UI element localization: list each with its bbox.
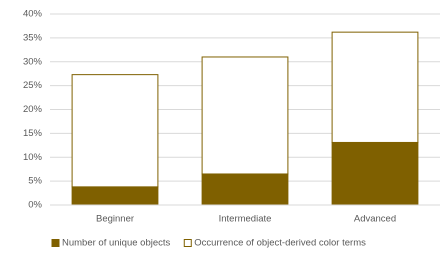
bar <box>71 186 159 206</box>
bar <box>331 141 419 206</box>
y-tick-label: 40% <box>23 9 43 20</box>
x-tick-label: Beginner <box>96 214 134 225</box>
y-tick-label: 0% <box>28 200 42 211</box>
y-tick-label: 30% <box>23 56 43 67</box>
bar <box>201 56 289 175</box>
legend-swatch <box>51 239 60 247</box>
y-tick-label: 5% <box>28 176 42 187</box>
legend-label: Occurrence of object-derived color terms <box>194 238 366 249</box>
legend-swatch <box>183 239 192 247</box>
x-tick-label: Advanced <box>354 214 396 225</box>
bar <box>331 31 419 143</box>
bar <box>201 173 289 206</box>
y-tick-label: 25% <box>23 80 43 91</box>
y-tick-label: 10% <box>23 152 43 163</box>
y-tick-label: 20% <box>23 104 43 115</box>
y-tick-label: 15% <box>23 128 43 139</box>
y-tick-label: 35% <box>23 32 43 43</box>
bar <box>71 74 159 188</box>
x-tick-label: Intermediate <box>219 214 272 225</box>
legend-label: Number of unique objects <box>62 238 171 249</box>
